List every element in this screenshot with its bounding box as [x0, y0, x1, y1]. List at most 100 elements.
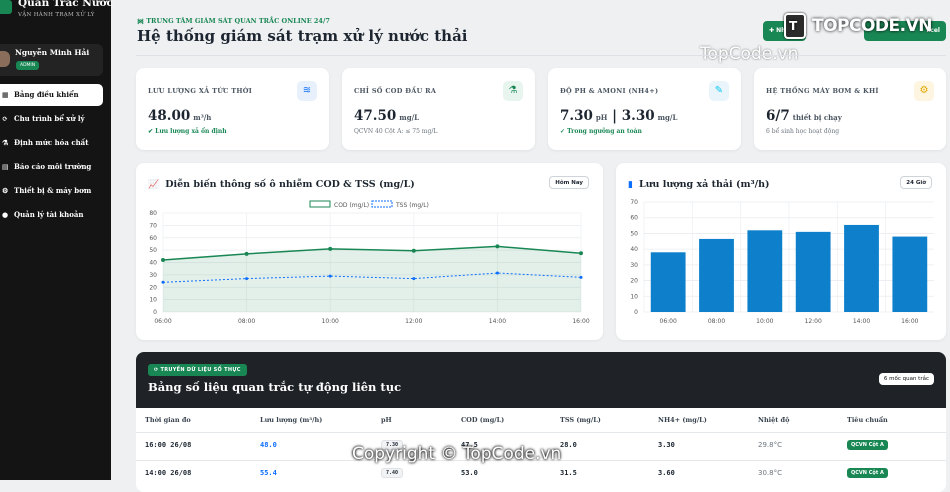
- legend-label: COD (mg/L): [334, 202, 369, 209]
- y-tick-label: 70: [149, 222, 157, 229]
- avatar: [0, 51, 10, 67]
- table-header-band: ⟳ TRUYỀN DỮ LIỆU SỐ THỰC Bảng số liệu qu…: [136, 352, 946, 408]
- x-tick-label: 10:00: [756, 318, 773, 325]
- kpi-unit: m³/h: [193, 113, 212, 122]
- watermark-copyright: Copyright © TopCode.vn: [352, 444, 562, 464]
- sidebar-item-chemicals[interactable]: ⚗ Định mức hóa chất: [0, 132, 103, 154]
- check-circle-icon: ✔: [148, 128, 154, 135]
- column-header-temp[interactable]: Nhiệt độ: [758, 416, 790, 424]
- kpi-unit: thiết bị chạy: [792, 113, 842, 122]
- x-tick-label: 10:00: [322, 318, 339, 325]
- kpi-unit: mg/L: [657, 113, 678, 122]
- table-title: Bảng số liệu quan trắc tự động liên tục: [148, 380, 402, 394]
- x-tick-label: 16:00: [901, 318, 918, 325]
- sidebar-item-accounts[interactable]: ● Quản lý tài khoản: [0, 204, 103, 226]
- sidebar-item-reports[interactable]: ▤ Báo cáo môi trường: [0, 156, 103, 178]
- cell-flow: 48.0: [260, 441, 277, 449]
- divider: [136, 55, 946, 56]
- flask-icon: ⚗: [503, 81, 523, 101]
- kpi-card-flow: LƯU LƯỢNG XẢ TỨC THỜI ≋ 48.00 m³/h ✔ Lưu …: [136, 68, 329, 150]
- column-header-tss[interactable]: TSS (mg/L): [560, 416, 601, 424]
- bar: [699, 238, 734, 312]
- data-point: [244, 251, 249, 256]
- gears-icon: ⚙: [914, 81, 934, 101]
- column-header-flow[interactable]: Lưu lượng (m³/h): [260, 416, 323, 424]
- y-tick-label: 30: [149, 272, 157, 279]
- sidebar-item-label: Chu trình bể xử lý: [14, 114, 85, 123]
- role-badge: ADMIN: [16, 61, 40, 70]
- column-header-ph[interactable]: pH: [381, 416, 392, 424]
- check-icon: ✓: [560, 128, 566, 135]
- column-header-time[interactable]: Thời gian đo: [145, 416, 191, 424]
- x-tick-label: 14:00: [489, 318, 506, 325]
- data-point: [579, 275, 583, 279]
- cell-tss: 28.0: [560, 441, 577, 449]
- bar: [747, 230, 783, 312]
- y-tick-label: 10: [149, 297, 157, 304]
- cell-cod: 47.5: [461, 441, 478, 449]
- y-tick-label: 0: [153, 309, 157, 316]
- sidebar-item-devices[interactable]: ⚙ Thiết bị & máy bơm: [0, 180, 103, 202]
- sidebar-item-label: Quản lý tài khoản: [14, 210, 84, 219]
- x-tick-label: 14:00: [853, 318, 870, 325]
- sidebar-item-label: Định mức hóa chất: [14, 138, 89, 147]
- page-subtitle-text: TRUNG TÂM GIÁM SÁT QUAN TRẮC ONLINE 24/7: [146, 17, 330, 25]
- export-button-label: xcel: [926, 27, 940, 34]
- kpi-value-ph: 7.30: [560, 108, 593, 124]
- sidebar-item-label: Bảng điều khiển: [14, 90, 79, 99]
- line-chart-icon: 📈: [148, 180, 160, 190]
- kpi-value-number: 47.50: [354, 108, 397, 124]
- sidebar-item-process[interactable]: ⟳ Chu trình bể xử lý: [0, 108, 103, 130]
- kpi-footer: 6 bể sinh học hoạt động: [766, 128, 840, 135]
- kpi-footer: QCVN 40 Cột A: ≤ 75 mg/L: [354, 128, 438, 135]
- sidebar-item-label: Báo cáo môi trường: [14, 162, 92, 171]
- kpi-value-number: 48.00: [148, 108, 191, 124]
- data-point: [328, 246, 333, 251]
- sidebar-item-dashboard[interactable]: ▦ Bảng điều khiển: [0, 84, 103, 106]
- data-point: [328, 274, 332, 278]
- user-card[interactable]: Nguyễn Minh Hải ADMIN: [0, 44, 103, 76]
- bar-chart-title-text: Lưu lượng xả thải (m³/h): [638, 179, 770, 190]
- record-count-badge: 6 mốc quan trắc: [878, 373, 934, 385]
- data-point: [495, 271, 499, 275]
- flow-icon: ≋: [297, 81, 317, 101]
- kpi-value: 6/7 thiết bị chạy: [766, 108, 842, 124]
- y-tick-label: 50: [630, 230, 638, 237]
- table-row[interactable]: 14:00 26/08 55.4 7.40 53.0 31.5 3.60 30.…: [136, 460, 946, 484]
- kpi-value: 7.30 pH | 3.30 mg/L: [560, 108, 677, 124]
- export-excel-button[interactable]: xcel: [864, 21, 946, 41]
- data-point: [412, 277, 416, 281]
- cell-time: 16:00 26/08: [145, 441, 192, 449]
- kpi-footer: ✓ Trong ngưỡng an toàn: [560, 128, 642, 135]
- cell-temp: 30.8°C: [758, 469, 782, 477]
- column-header-nh4[interactable]: NH4+ (mg/L): [658, 416, 707, 424]
- y-tick-label: 50: [149, 247, 157, 254]
- table-row[interactable]: 16:00 26/08 48.0 7.30 47.5 28.0 3.30 29.…: [136, 432, 946, 456]
- data-point: [411, 248, 416, 253]
- signal-icon: ᯼: [137, 17, 147, 25]
- realtime-badge-text: TRUYỀN DỮ LIỆU SỐ THỰC: [160, 367, 241, 373]
- brand-title: Quan Trắc Nước: [18, 0, 113, 9]
- report-icon: ▤: [2, 162, 9, 171]
- cell-ph: 7.30: [381, 440, 404, 450]
- y-tick-label: 60: [630, 215, 638, 222]
- period-today-pill[interactable]: Hôm Nay: [549, 176, 589, 189]
- data-point: [495, 244, 500, 249]
- watermark-logo: T TOPCODE.VN: [780, 11, 935, 43]
- line-chart-title-text: Diễn biến thông số ô nhiễm COD & TSS (mg…: [165, 179, 415, 190]
- column-header-standard[interactable]: Tiêu chuẩn: [847, 416, 888, 424]
- process-icon: ⟳: [2, 114, 8, 123]
- period-24h-pill[interactable]: 24 Giờ: [900, 176, 932, 189]
- y-tick-label: 0: [634, 309, 638, 316]
- kpi-unit-ph: pH: [595, 113, 608, 122]
- bar-chart-title: ▮ Lưu lượng xả thải (m³/h): [628, 179, 770, 190]
- data-point: [245, 277, 249, 281]
- cell-flow: 55.4: [260, 469, 277, 477]
- y-tick-label: 70: [630, 199, 638, 206]
- plus-icon: ✚: [769, 27, 777, 34]
- column-header-cod[interactable]: COD (mg/L): [461, 416, 505, 424]
- x-tick-label: 12:00: [405, 318, 422, 325]
- watermark-site: TopCode.vn: [700, 44, 799, 64]
- monitoring-table-card: ⟳ TRUYỀN DỮ LIỆU SỐ THỰC Bảng số liệu qu…: [136, 352, 946, 492]
- bar-chart: 0 10 20 30 40 50 60 70 06:00 08:00 10:00 12:00 14:00…: [630, 199, 934, 325]
